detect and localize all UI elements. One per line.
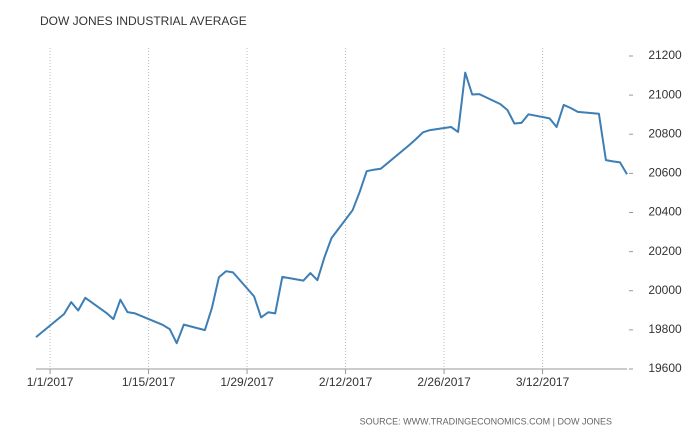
y-tick-label: 20400 xyxy=(648,205,682,219)
y-tick-label: 20200 xyxy=(648,244,682,258)
x-tick-label: 3/12/2017 xyxy=(516,375,570,389)
y-tick-label: 21000 xyxy=(648,87,682,101)
source: SOURCE: WWW.TRADINGECONOMICS.COM | DOW J… xyxy=(360,416,612,426)
y-tick-label: 20800 xyxy=(648,126,682,140)
y-tick-label: 19800 xyxy=(648,322,682,336)
y-tick-label: 20000 xyxy=(648,283,682,297)
y-tick-label: 19600 xyxy=(648,361,682,375)
x-tick-label: 2/26/2017 xyxy=(417,375,471,389)
x-tick-label: 1/15/2017 xyxy=(122,375,176,389)
y-tick-label: 20600 xyxy=(648,166,682,180)
x-tick-label: 1/1/2017 xyxy=(27,375,74,389)
chart-title: DOW JONES INDUSTRIAL AVERAGE xyxy=(40,14,247,28)
y-tick-label: 21200 xyxy=(648,48,682,62)
x-tick-label: 2/12/2017 xyxy=(319,375,373,389)
series-line xyxy=(35,71,628,345)
x-tick-label: 1/29/2017 xyxy=(220,375,274,389)
